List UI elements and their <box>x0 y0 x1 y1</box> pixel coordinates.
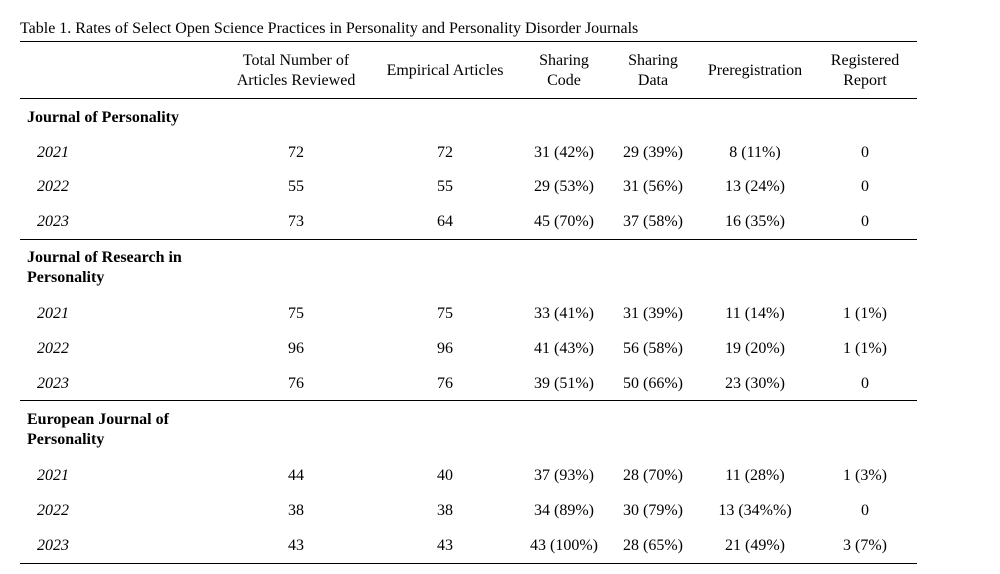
cell-empirical: 38 <box>437 502 453 519</box>
cell-preregistration: 8 (11%) <box>729 144 781 161</box>
cell-sharing-data: 30 (79%) <box>623 502 683 519</box>
cell-sharing-data: 29 (39%) <box>623 144 683 161</box>
cell-sharing-code: 45 (70%) <box>534 213 594 230</box>
cell-empirical: 75 <box>437 305 453 322</box>
cell-empirical: 55 <box>437 178 453 195</box>
cell-registered-report: 1 (3%) <box>843 467 887 484</box>
cell-total: 44 <box>288 467 304 484</box>
cell-sharing-data: 28 (65%) <box>623 537 683 554</box>
cell-total: 75 <box>288 305 304 322</box>
cell-total: 55 <box>288 178 304 195</box>
cell-total: 38 <box>288 502 304 519</box>
cell-sharing-code: 43 (100%) <box>530 537 598 554</box>
cell-registered-report: 1 (1%) <box>843 305 887 322</box>
section-title: Journal of Personality <box>27 109 179 126</box>
section-title-line1: Journal of Research in <box>27 249 182 266</box>
cell-sharing-code: 31 (42%) <box>534 144 594 161</box>
cell-preregistration: 13 (34%%) <box>718 502 792 519</box>
cell-preregistration: 16 (35%) <box>725 213 785 230</box>
cell-total: 73 <box>288 213 304 230</box>
cell-empirical: 40 <box>437 467 453 484</box>
cell-empirical: 96 <box>437 340 453 357</box>
cell-empirical: 72 <box>437 144 453 161</box>
cell-total: 76 <box>288 375 304 392</box>
cell-registered-report: 0 <box>861 502 869 519</box>
table-bottom-rule <box>20 563 917 564</box>
cell-preregistration: 11 (14%) <box>725 305 785 322</box>
cell-empirical: 43 <box>437 537 453 554</box>
cell-sharing-code: 37 (93%) <box>534 467 594 484</box>
cell-sharing-data: 50 (66%) <box>623 375 683 392</box>
cell-empirical: 64 <box>437 213 453 230</box>
cell-total: 43 <box>288 537 304 554</box>
cell-sharing-code: 33 (41%) <box>534 305 594 322</box>
row-year: 2023 <box>37 375 69 392</box>
cell-registered-report: 1 (1%) <box>843 340 887 357</box>
cell-sharing-code: 39 (51%) <box>534 375 594 392</box>
cell-sharing-data: 31 (56%) <box>623 178 683 195</box>
cell-sharing-code: 34 (89%) <box>534 502 594 519</box>
cell-sharing-data: 31 (39%) <box>623 305 683 322</box>
cell-registered-report: 0 <box>861 375 869 392</box>
cell-preregistration: 21 (49%) <box>725 537 785 554</box>
cell-registered-report: 0 <box>861 178 869 195</box>
row-year: 2021 <box>37 144 69 161</box>
section-divider <box>20 239 917 240</box>
row-year: 2021 <box>37 305 69 322</box>
header-rr-line2: Report <box>843 72 887 89</box>
row-year: 2021 <box>37 467 69 484</box>
header-preregistration: Preregistration <box>707 62 803 79</box>
cell-registered-report: 0 <box>861 144 869 161</box>
header-code-line1: Sharing <box>539 52 589 69</box>
cell-empirical: 76 <box>437 375 453 392</box>
cell-total: 72 <box>288 144 304 161</box>
cell-sharing-code: 29 (53%) <box>534 178 594 195</box>
row-year: 2022 <box>37 340 69 357</box>
section-title-line1: European Journal of <box>27 411 169 428</box>
cell-registered-report: 0 <box>861 213 869 230</box>
header-data-line2: Data <box>637 72 669 89</box>
section-title-line2: Personality <box>27 269 105 286</box>
row-year: 2023 <box>37 537 69 554</box>
cell-preregistration: 23 (30%) <box>725 375 785 392</box>
header-data-line1: Sharing <box>628 52 678 69</box>
cell-preregistration: 11 (28%) <box>725 467 785 484</box>
header-total-line1: Total Number of <box>242 52 350 69</box>
cell-preregistration: 13 (24%) <box>725 178 785 195</box>
row-year: 2022 <box>37 178 69 195</box>
table-caption: Table 1. Rates of Select Open Science Pr… <box>20 20 639 37</box>
header-total-line2: Articles Reviewed <box>236 72 356 89</box>
header-empirical-articles: Empirical Articles <box>386 62 504 79</box>
cell-preregistration: 19 (20%) <box>725 340 785 357</box>
cell-registered-report: 3 (7%) <box>843 537 887 554</box>
cell-sharing-data: 28 (70%) <box>623 467 683 484</box>
section-title-line2: Personality <box>27 431 105 448</box>
section-divider <box>20 400 917 401</box>
cell-total: 96 <box>288 340 304 357</box>
header-code-line2: Code <box>547 72 581 89</box>
cell-sharing-data: 37 (58%) <box>623 213 683 230</box>
cell-sharing-code: 41 (43%) <box>534 340 594 357</box>
header-rr-line1: Registered <box>830 52 900 69</box>
header-bottom-rule <box>20 98 917 99</box>
row-year: 2022 <box>37 502 69 519</box>
row-year: 2023 <box>37 213 69 230</box>
table-top-rule <box>20 41 917 42</box>
cell-sharing-data: 56 (58%) <box>623 340 683 357</box>
